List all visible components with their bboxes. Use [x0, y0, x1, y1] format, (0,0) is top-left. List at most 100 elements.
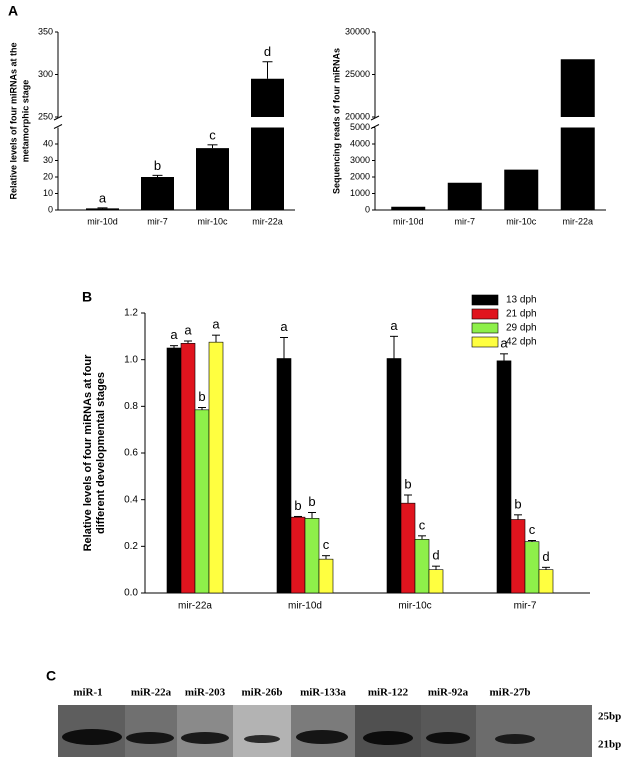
- significance-letter: b: [404, 476, 411, 491]
- y-tick-label: 30: [43, 155, 53, 165]
- y-tick-label: 3000: [350, 155, 370, 165]
- gel-band: [244, 735, 280, 743]
- bar: [386, 358, 402, 594]
- y-tick-label: 350: [38, 26, 53, 36]
- bar: [428, 569, 444, 594]
- legend-label: 29 dph: [506, 323, 537, 334]
- y-tick-label: 40: [43, 138, 53, 148]
- lane-label: miR-203: [185, 687, 226, 699]
- lane-label: miR-133a: [300, 687, 346, 699]
- y-tick-label: 25000: [345, 69, 370, 79]
- gel-lane: [476, 705, 592, 757]
- x-tick-label: mir-22a: [562, 216, 593, 226]
- significance-letter: a: [390, 318, 398, 333]
- bar: [196, 148, 229, 210]
- legend-label: 21 dph: [506, 309, 537, 320]
- x-tick-label: mir-10c: [398, 601, 431, 612]
- gel-band: [363, 731, 413, 745]
- y-axis-title: Relative levels of four miRNAs at four: [82, 354, 94, 552]
- gel-lane: [421, 705, 476, 757]
- axis-break: [370, 115, 380, 121]
- x-tick-label: mir-22a: [178, 601, 212, 612]
- y-tick-label: 300: [38, 69, 53, 79]
- significance-letter: a: [170, 327, 178, 342]
- significance-letter: a: [184, 322, 192, 337]
- x-tick-label: mir-7: [147, 216, 168, 226]
- gel-band: [495, 734, 535, 744]
- bar: [194, 409, 210, 594]
- bar: [414, 539, 430, 594]
- bar: [391, 206, 426, 210]
- lane-label: miR-1: [73, 687, 102, 699]
- y-tick-label: 0: [48, 204, 53, 214]
- bar: [304, 518, 320, 594]
- significance-letter: d: [542, 549, 549, 564]
- marker-label: 21bp: [598, 739, 621, 751]
- bar: [504, 169, 539, 210]
- y-tick-label: 0.6: [124, 448, 138, 459]
- significance-letter: a: [280, 319, 288, 334]
- marker-label: 25bp: [598, 711, 621, 723]
- gel-band: [181, 732, 229, 744]
- bar: [180, 343, 196, 594]
- significance-letter: c: [529, 522, 536, 537]
- lane-label: miR-27b: [490, 687, 531, 699]
- y-tick-label: 1.0: [124, 354, 138, 365]
- bar: [524, 541, 540, 594]
- lane-label: miR-26b: [242, 687, 283, 699]
- y-tick-label: 30000: [345, 26, 370, 36]
- bar: [560, 59, 595, 211]
- y-tick-label: 0.8: [124, 401, 138, 412]
- significance-letter: a: [99, 190, 107, 205]
- legend-label: 42 dph: [506, 337, 537, 348]
- significance-letter: b: [154, 158, 161, 173]
- bar: [538, 569, 554, 594]
- y-tick-label: 4000: [350, 138, 370, 148]
- x-tick-label: mir-10c: [197, 216, 228, 226]
- y-axis-title: different developmental stages: [95, 372, 107, 534]
- legend-swatch: [471, 294, 499, 306]
- panel-label: B: [82, 289, 92, 305]
- x-tick-label: mir-10d: [288, 601, 322, 612]
- significance-letter: c: [419, 517, 426, 532]
- bar: [290, 516, 306, 594]
- gel-band: [126, 732, 174, 744]
- significance-letter: b: [308, 494, 315, 509]
- gel-image: [58, 705, 592, 757]
- y-tick-label: 1000: [350, 188, 370, 198]
- significance-letter: c: [209, 127, 216, 142]
- significance-letter: b: [198, 389, 205, 404]
- bar: [166, 347, 182, 594]
- significance-letter: b: [294, 498, 301, 513]
- x-tick-label: mir-10c: [506, 216, 537, 226]
- x-tick-label: mir-22a: [252, 216, 283, 226]
- y-tick-label: 5000: [350, 122, 370, 132]
- y-tick-label: 0.4: [124, 494, 138, 505]
- y-tick-label: 0.2: [124, 541, 138, 552]
- bar: [510, 519, 526, 594]
- gel-band: [426, 732, 470, 744]
- lane-label: miR-122: [368, 687, 409, 699]
- y-tick-label: 1.2: [124, 308, 138, 319]
- y-axis-title: Relative levels of four miRNAs at the: [8, 42, 18, 199]
- bar: [208, 341, 224, 594]
- significance-letter: b: [514, 496, 521, 511]
- y-tick-label: 0: [365, 204, 370, 214]
- significance-letter: c: [323, 537, 330, 552]
- axis-break: [53, 124, 63, 129]
- y-axis-title: metamorphic stage: [20, 80, 30, 163]
- x-tick-label: mir-10d: [393, 216, 424, 226]
- significance-letter: d: [432, 548, 439, 563]
- significance-letter: d: [264, 44, 271, 59]
- y-tick-label: 0.0: [124, 588, 138, 599]
- x-tick-label: mir-7: [455, 216, 476, 226]
- y-axis-title: Sequencing reads of four miRNAs: [331, 48, 341, 194]
- x-tick-label: mir-10d: [87, 216, 118, 226]
- bar: [251, 78, 284, 210]
- y-tick-label: 2000: [350, 171, 370, 181]
- gel-band: [62, 729, 122, 745]
- gel-lane: [125, 705, 177, 757]
- bar: [318, 558, 334, 594]
- legend-label: 13 dph: [506, 295, 537, 306]
